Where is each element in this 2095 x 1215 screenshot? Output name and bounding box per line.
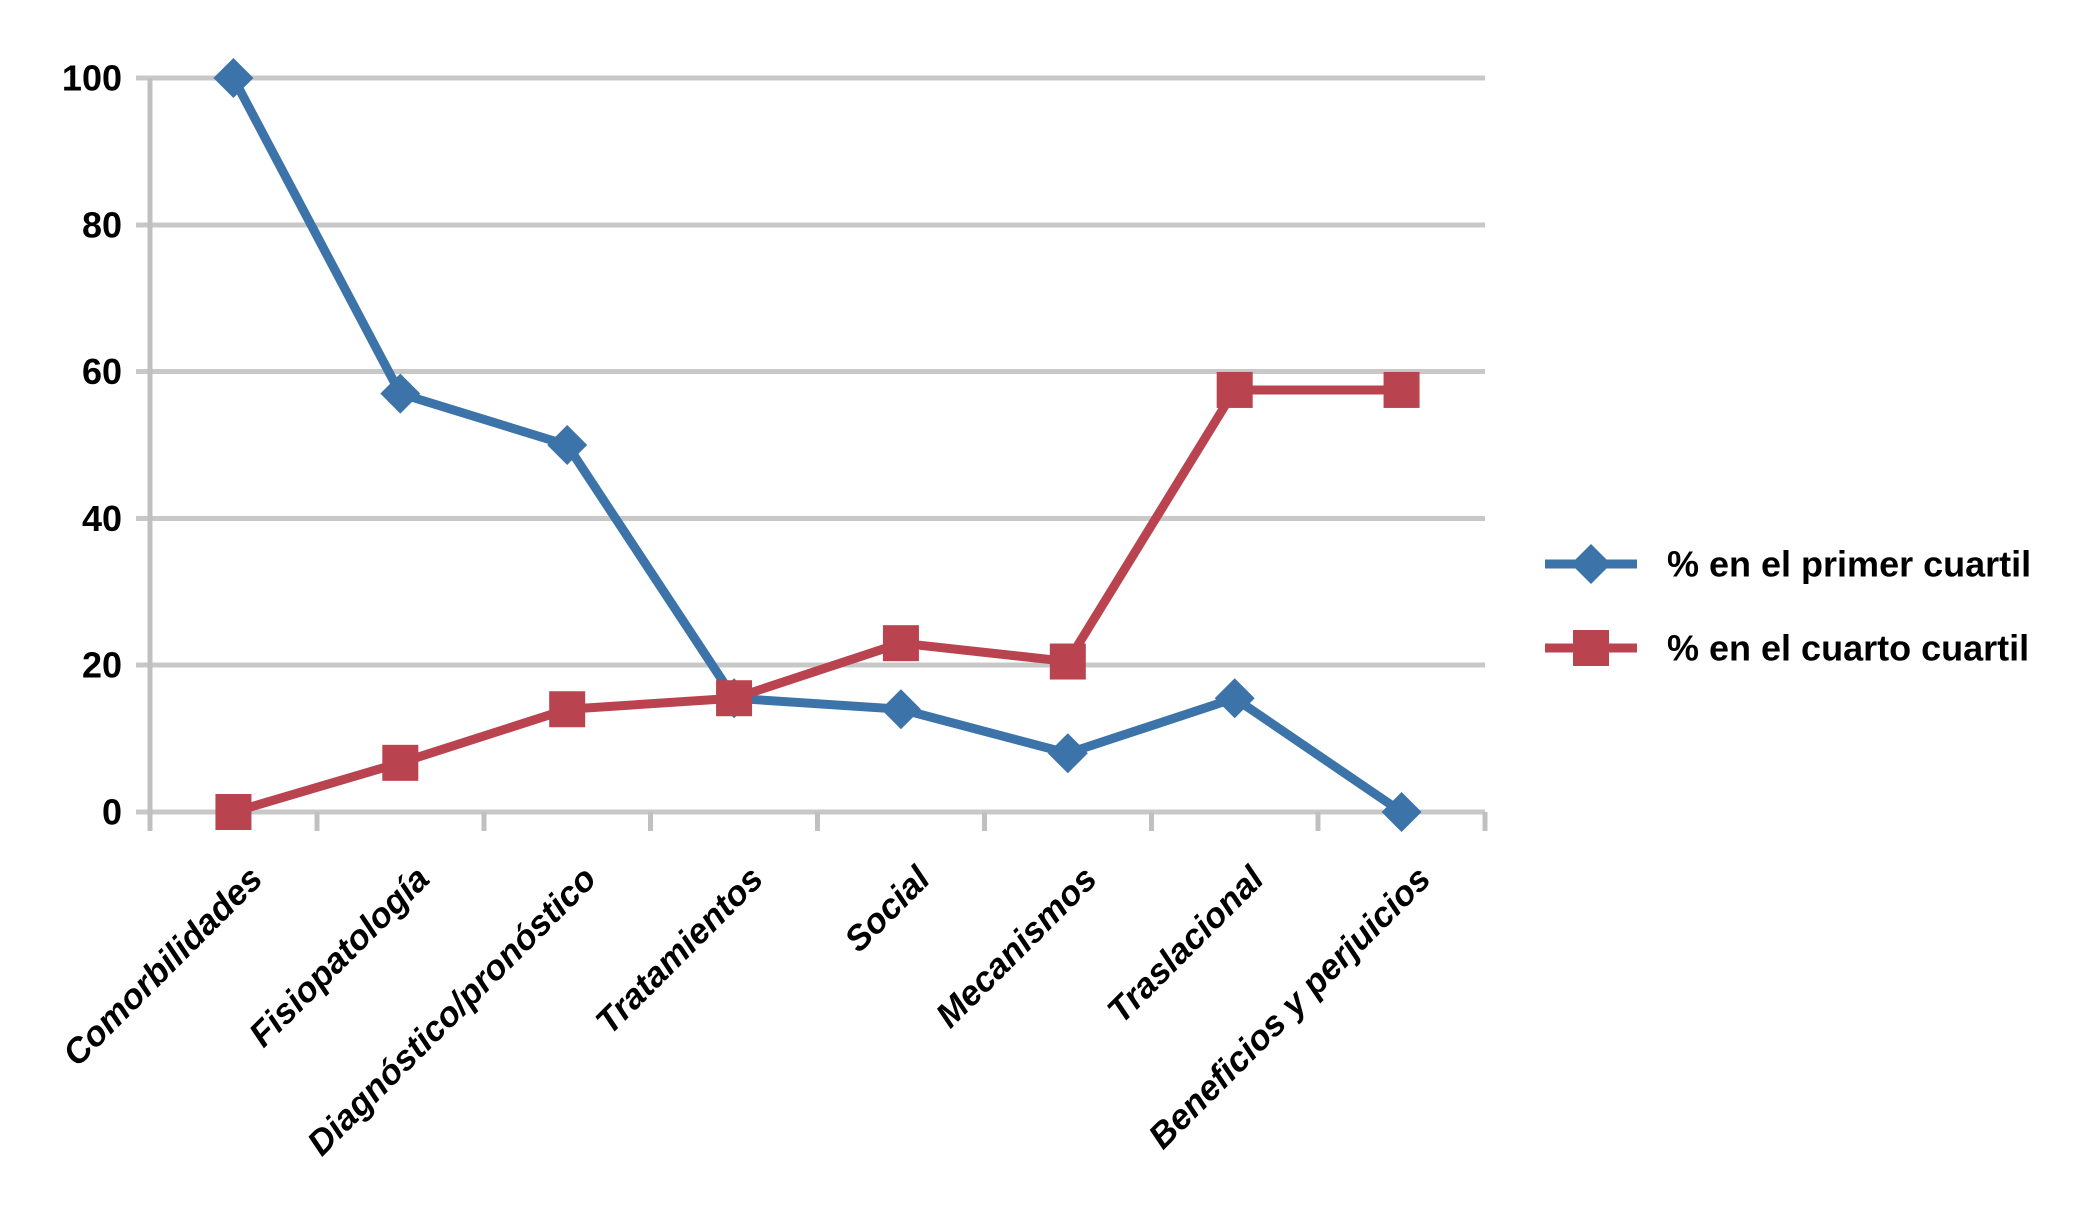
y-tick-label: 20	[82, 645, 122, 686]
series-primer-cuartil	[213, 58, 1422, 832]
y-tick-label: 100	[62, 58, 122, 99]
data-point-marker	[213, 58, 254, 98]
gridlines-group	[136, 75, 1485, 815]
series-group	[213, 58, 1422, 832]
x-category-label: Beneficios y perjuicios	[1141, 859, 1438, 1156]
x-axis-labels-group: ComorbilidadesFisiopatologíaDiagnóstico/…	[55, 858, 1438, 1163]
data-point-marker	[547, 425, 588, 465]
legend-label: % en el cuarto cuartil	[1667, 628, 2029, 669]
data-point-marker	[880, 689, 921, 730]
data-point-marker	[1216, 371, 1253, 408]
y-axis-labels-group: 0 20 40 60 80 100	[62, 58, 122, 833]
x-category-label: Traslacional	[1100, 858, 1272, 1030]
data-point-marker	[1214, 678, 1255, 719]
data-point-marker	[1383, 371, 1420, 408]
data-point-marker	[716, 680, 753, 717]
y-tick-label: 0	[102, 792, 122, 833]
data-point-marker	[1571, 544, 1611, 584]
x-category-label: Social	[837, 858, 938, 959]
y-tick-label: 80	[82, 204, 122, 245]
data-point-marker	[1049, 643, 1086, 680]
y-tick-label: 40	[82, 498, 122, 539]
data-point-marker	[882, 625, 919, 662]
data-point-marker	[380, 373, 421, 414]
series-line	[228, 385, 1407, 817]
x-category-label: Comorbilidades	[55, 859, 270, 1074]
series-line	[228, 73, 1407, 817]
axes-group	[147, 78, 1488, 831]
legend-label: % en el primer cuartil	[1667, 544, 2031, 585]
x-category-label: Mecanismos	[928, 859, 1104, 1035]
x-category-label: Tratamientos	[588, 859, 771, 1042]
y-tick-label: 60	[82, 351, 122, 392]
x-category-label: Diagnóstico/pronóstico	[300, 859, 604, 1163]
x-category-label: Fisiopatología	[242, 859, 437, 1054]
data-point-marker	[215, 794, 252, 830]
data-point-marker	[1381, 792, 1422, 832]
series-cuarto-cuartil	[215, 371, 1420, 830]
data-point-marker	[1573, 630, 1609, 666]
data-point-marker	[549, 691, 586, 728]
legend-item: % en el cuarto cuartil	[1545, 628, 2029, 669]
legend-item: % en el primer cuartil	[1545, 544, 2031, 585]
legend-group: % en el primer cuartil % en el cuarto cua…	[1545, 544, 2031, 669]
data-point-marker	[1047, 733, 1088, 774]
data-point-marker	[382, 744, 419, 781]
